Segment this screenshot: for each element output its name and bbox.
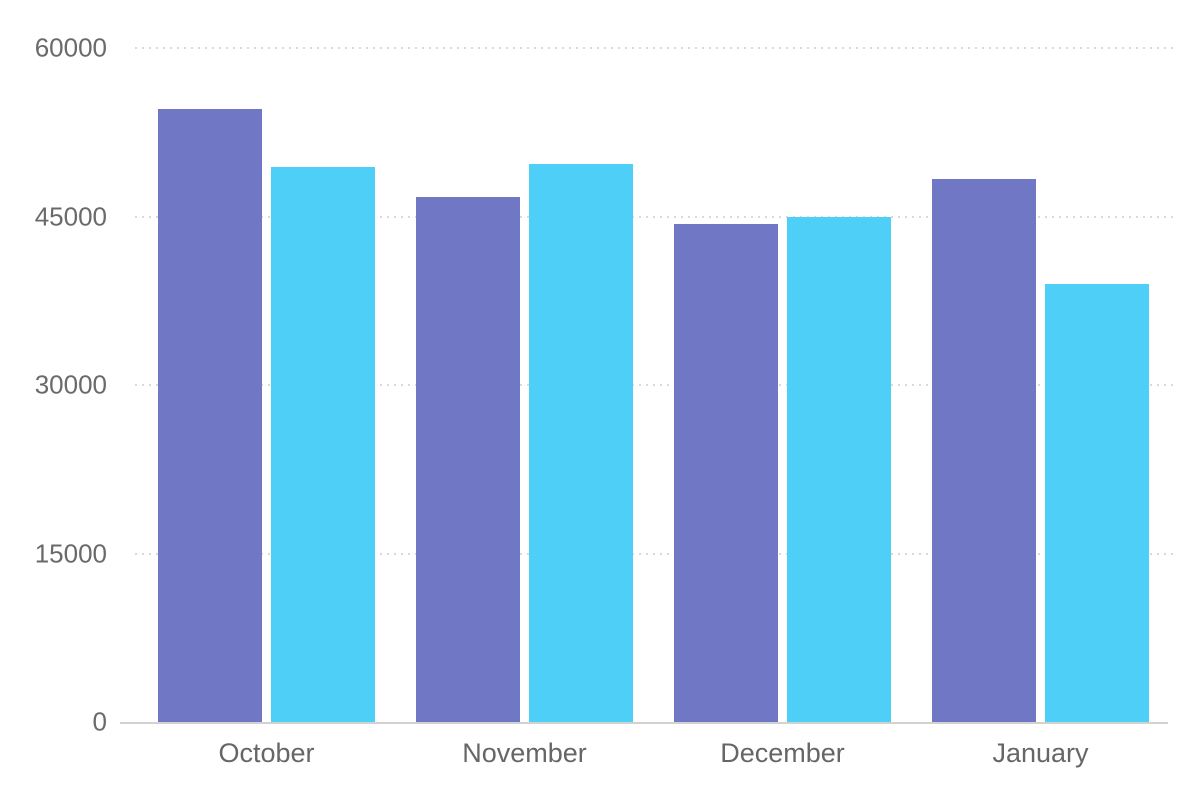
x-label-october: October <box>218 738 315 768</box>
bar-october-cyan <box>271 167 375 722</box>
gridline-60000 <box>135 47 1175 49</box>
bar-october-purple <box>158 108 262 722</box>
x-label-november: November <box>462 738 587 768</box>
x-label-january: January <box>992 738 1089 768</box>
bar-december-purple <box>674 224 778 722</box>
x-axis-line <box>120 722 1168 724</box>
gridline-15000 <box>135 552 1175 555</box>
y-tick-label-30000: 30000 <box>34 369 107 400</box>
y-tick-label-45000: 45000 <box>34 201 107 231</box>
bar-november-cyan <box>529 163 633 722</box>
bar-november-purple <box>416 197 520 722</box>
gridline-30000 <box>135 384 1175 386</box>
y-tick-label-60000: 60000 <box>34 32 107 63</box>
y-tick-label-0: 0 <box>92 706 107 737</box>
bar-january-cyan <box>1045 283 1149 722</box>
gridline-45000 <box>135 215 1175 218</box>
bar-december-cyan <box>787 216 891 722</box>
bar-january-purple <box>932 179 1036 722</box>
x-label-december: December <box>720 738 845 768</box>
y-tick-label-15000: 15000 <box>34 538 107 568</box>
